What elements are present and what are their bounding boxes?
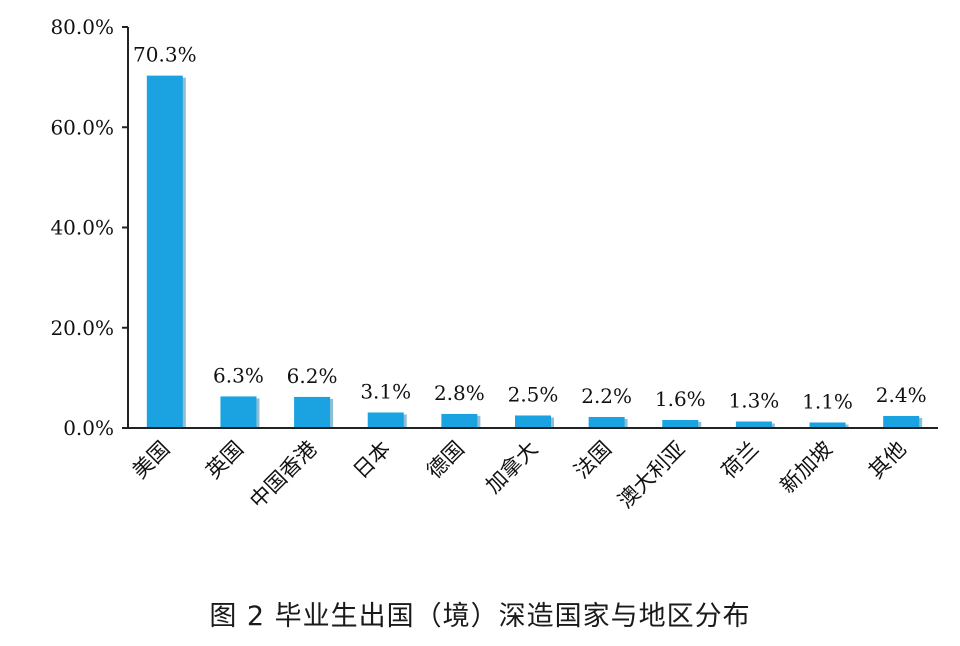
category-label-1: 美国 [128,437,175,484]
data-label-4: 3.1% [360,379,411,403]
bar-9 [735,421,772,428]
category-label-7: 法国 [570,437,617,484]
y-tick-label: 60.0% [50,115,114,139]
category-label-6: 加拿大 [481,437,543,499]
category-label-5: 德国 [422,437,469,484]
bar-2 [220,396,257,428]
data-label-11: 2.4% [876,383,927,407]
category-label-11: 其他 [864,437,911,484]
y-axis-ticks: 0.0% 20.0% 40.0% 60.0% 80.0% [50,15,128,440]
y-tick-label: 20.0% [50,316,114,340]
bar-3 [294,396,331,428]
data-label-7: 2.2% [581,384,632,408]
data-label-6: 2.5% [508,382,559,406]
bar-10 [809,422,846,428]
bar-5 [441,413,478,428]
category-label-4: 日本 [349,437,396,484]
data-label-2: 6.3% [213,363,264,387]
data-label-5: 2.8% [434,381,485,405]
category-label-2: 英国 [201,437,248,484]
data-label-1: 70.3% [133,43,197,67]
y-tick-label: 40.0% [50,216,114,240]
data-label-3: 6.2% [287,364,338,388]
data-label-10: 1.1% [802,389,853,413]
bar-11 [883,415,920,428]
data-label-8: 1.6% [655,387,706,411]
bars [146,75,923,428]
data-labels: 70.3% 6.3% 6.2% 3.1% 2.8% 2.5% 2.2% 1.6% 1.3% 1.1… [133,43,927,414]
figure-caption: 图 2 毕业生出国（境）深造国家与地区分布 [209,601,751,632]
bar-7 [588,416,625,428]
category-label-9: 荷兰 [717,437,764,484]
y-tick-label: 80.0% [50,15,114,39]
category-label-8: 澳大利亚 [613,437,689,513]
bar-8 [662,419,699,428]
bar-6 [515,415,551,428]
category-label-3: 中国香港 [245,437,321,513]
data-label-9: 1.3% [729,388,780,412]
bar-1 [146,75,183,428]
bar-4 [367,412,404,428]
y-tick-label: 0.0% [63,416,114,440]
bar-chart: 0.0% 20.0% 40.0% 60.0% 80.0% 70.3% 6.3% 6.2% 3.… [50,15,938,513]
category-label-10: 新加坡 [776,437,838,499]
